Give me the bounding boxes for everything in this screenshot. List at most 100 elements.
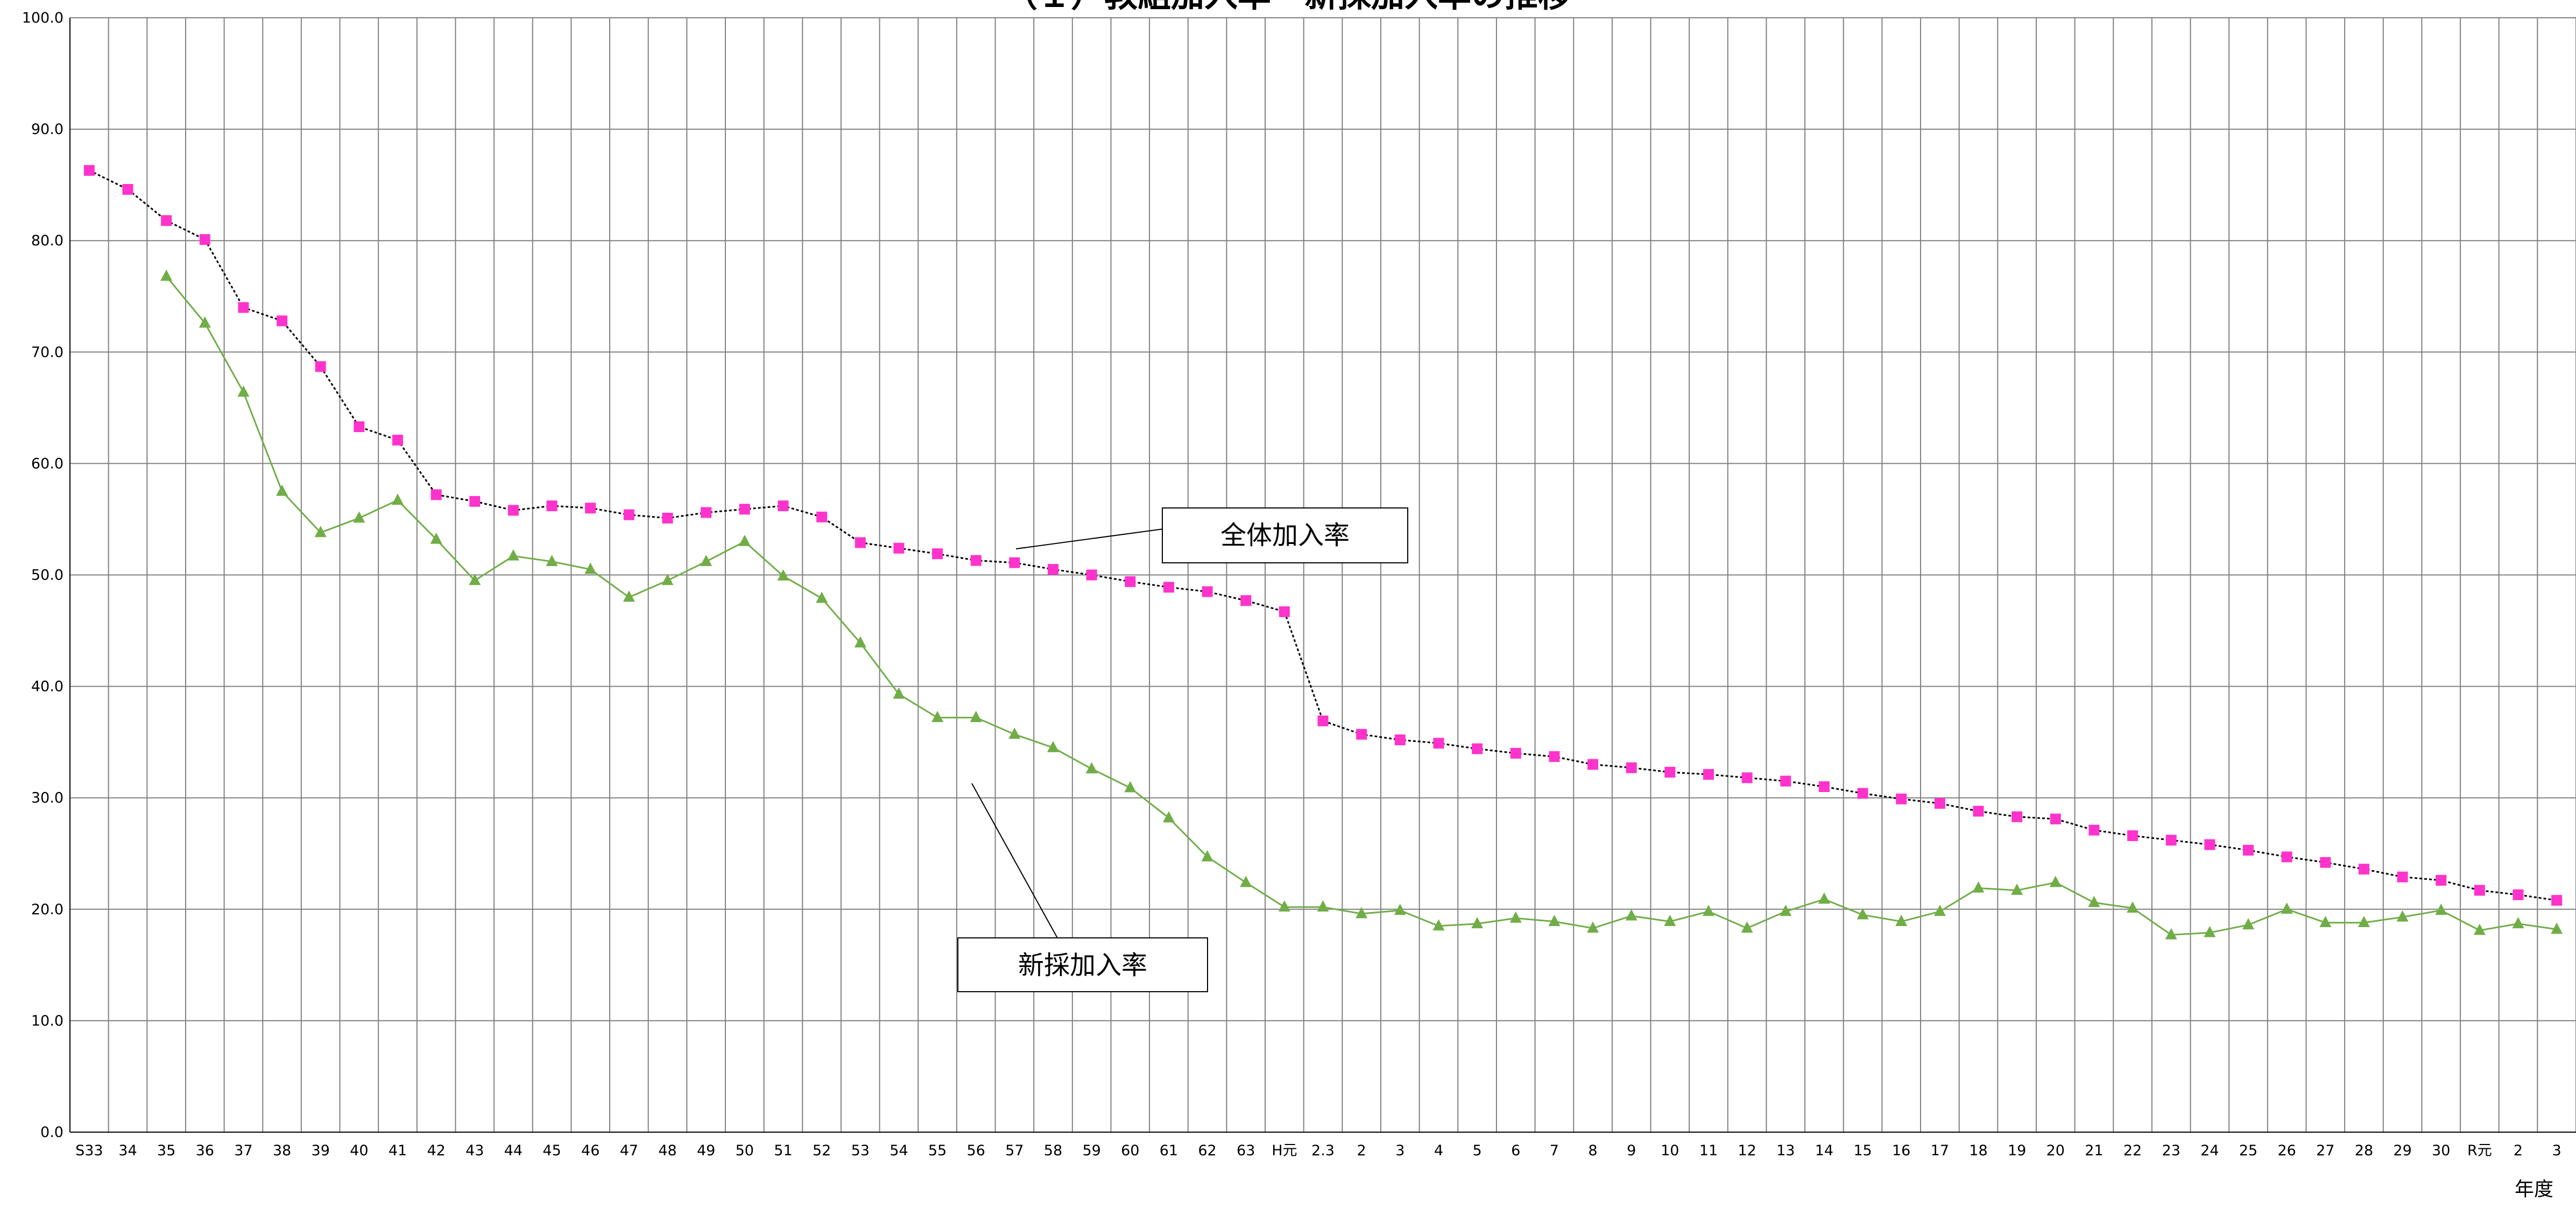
data-point-triangle xyxy=(1702,905,1714,916)
x-tick-label: 53 xyxy=(851,1142,870,1159)
data-point-triangle xyxy=(160,269,173,281)
x-tick-label: 17 xyxy=(1931,1142,1949,1159)
data-point-square xyxy=(2165,835,2177,846)
data-point-triangle xyxy=(777,569,789,581)
x-tick-label: 49 xyxy=(697,1142,715,1159)
x-tick-label: 57 xyxy=(1005,1142,1024,1159)
data-point-triangle xyxy=(1933,905,1946,916)
x-axis-title: 年度 xyxy=(2515,1178,2553,1200)
data-point-triangle xyxy=(237,385,250,397)
x-tick-label: 39 xyxy=(312,1142,330,1159)
x-tick-label: 38 xyxy=(273,1142,291,1159)
data-point-triangle xyxy=(816,591,828,603)
y-tick-label: 30.0 xyxy=(31,790,63,807)
x-tick-label: 40 xyxy=(350,1142,368,1159)
data-point-square xyxy=(1356,729,1367,740)
data-point-square xyxy=(2204,839,2215,850)
data-point-square xyxy=(2320,857,2331,868)
data-point-square xyxy=(1741,772,1753,783)
data-point-triangle xyxy=(2319,916,2332,928)
series-line-0 xyxy=(89,169,2557,901)
callout-label-total: 全体加入率 xyxy=(1220,520,1350,550)
data-point-square xyxy=(1510,747,1521,759)
data-point-triangle xyxy=(1240,875,1252,887)
x-tick-label: 59 xyxy=(1082,1142,1100,1159)
data-point-triangle xyxy=(507,549,519,561)
data-point-square xyxy=(970,555,982,566)
data-point-square xyxy=(1703,769,1714,780)
data-point-triangle xyxy=(1972,881,1985,893)
data-point-square xyxy=(1472,743,1483,754)
x-tick-label: 43 xyxy=(465,1142,484,1159)
data-point-square xyxy=(507,505,519,516)
callouts: 全体加入率 新採加入率 xyxy=(957,507,1408,992)
x-tick-label: 18 xyxy=(1969,1142,1987,1159)
x-tick-label: 4 xyxy=(1434,1142,1443,1159)
data-point-triangle xyxy=(1008,727,1021,739)
data-point-square xyxy=(1626,762,1637,773)
data-point-square xyxy=(1240,595,1252,606)
data-point-triangle xyxy=(1162,811,1175,823)
x-tick-label: 2 xyxy=(2514,1142,2523,1159)
x-tick-label: S33 xyxy=(75,1142,103,1159)
data-point-square xyxy=(277,315,288,327)
data-point-triangle xyxy=(2473,923,2486,935)
y-tick-label: 50.0 xyxy=(31,567,63,584)
data-point-square xyxy=(1433,738,1444,749)
data-point-square xyxy=(739,504,750,515)
data-point-triangle xyxy=(1047,740,1059,752)
data-point-triangle xyxy=(1317,900,1329,912)
data-point-triangle xyxy=(546,555,558,567)
data-point-square xyxy=(893,542,905,554)
data-point-square xyxy=(1317,715,1329,726)
data-point-square xyxy=(2243,845,2254,856)
data-point-triangle xyxy=(931,711,944,722)
data-point-square xyxy=(1664,767,1676,778)
x-tick-label: 47 xyxy=(620,1142,638,1159)
x-tick-label: 2.3 xyxy=(1311,1142,1335,1159)
data-point-square xyxy=(2513,889,2524,900)
data-point-square xyxy=(315,361,326,372)
data-point-triangle xyxy=(661,574,674,585)
data-point-square xyxy=(816,511,828,522)
data-point-square xyxy=(2012,811,2023,822)
x-tick-label: 62 xyxy=(1198,1142,1216,1159)
data-point-triangle xyxy=(854,636,866,648)
x-tick-label: 60 xyxy=(1121,1142,1139,1159)
x-tick-label: 29 xyxy=(2393,1142,2411,1159)
data-point-square xyxy=(1394,734,1406,746)
data-point-triangle xyxy=(1509,911,1522,923)
data-point-square xyxy=(662,512,673,524)
data-point-square xyxy=(469,496,481,507)
y-tick-label: 40.0 xyxy=(31,679,63,695)
data-point-triangle xyxy=(1471,917,1484,929)
x-tick-label: 58 xyxy=(1044,1142,1062,1159)
data-point-triangle xyxy=(893,687,905,699)
data-point-triangle xyxy=(2011,884,2023,895)
data-point-square xyxy=(546,500,557,512)
x-tick-label: 55 xyxy=(928,1142,947,1159)
callout-leader-new xyxy=(971,783,1058,939)
data-point-triangle xyxy=(584,562,597,574)
axes: 0.0 10.0 20.0 30.0 40.0 50.0 60.0 70.0 80.0 90.0 1… xyxy=(22,10,2576,1159)
data-point-triangle xyxy=(2204,926,2216,937)
data-point-square xyxy=(1047,564,1058,575)
x-tick-label: 51 xyxy=(774,1142,792,1159)
data-point-triangle xyxy=(1587,921,1599,933)
x-tick-label: 13 xyxy=(1776,1142,1795,1159)
x-tick-label: 30 xyxy=(2432,1142,2450,1159)
x-tick-label: 12 xyxy=(1738,1142,1756,1159)
data-point-square xyxy=(2050,814,2061,825)
y-tick-label: 100.0 xyxy=(22,10,63,26)
x-tick-label: 2 xyxy=(1357,1142,1366,1159)
data-point-triangle xyxy=(2281,902,2293,914)
x-tick-label: 21 xyxy=(2085,1142,2103,1159)
marker-layer xyxy=(83,165,2563,939)
callout-box-total xyxy=(1162,507,1408,563)
data-point-triangle xyxy=(2551,922,2563,934)
x-tick-label: 36 xyxy=(196,1142,214,1159)
data-point-square xyxy=(2436,874,2447,886)
data-point-triangle xyxy=(430,532,442,544)
x-tick-label: 16 xyxy=(1892,1142,1910,1159)
data-point-square xyxy=(122,183,133,195)
